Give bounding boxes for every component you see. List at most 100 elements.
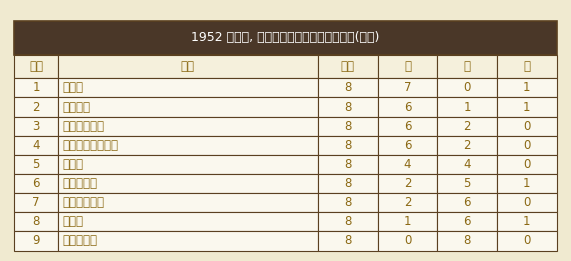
Bar xyxy=(318,212,378,232)
Text: 1: 1 xyxy=(523,81,530,94)
Bar xyxy=(14,55,58,78)
Bar xyxy=(378,193,437,212)
Bar xyxy=(378,78,437,97)
Text: 8: 8 xyxy=(344,158,352,171)
Bar xyxy=(58,117,318,136)
Text: 0: 0 xyxy=(523,196,530,209)
Bar xyxy=(14,21,557,55)
Text: 0: 0 xyxy=(523,120,530,133)
Bar xyxy=(58,78,318,97)
Text: 0: 0 xyxy=(523,139,530,152)
Bar xyxy=(378,136,437,155)
Bar xyxy=(497,193,557,212)
Bar xyxy=(58,174,318,193)
Bar xyxy=(14,174,58,193)
Bar xyxy=(58,55,318,78)
Bar xyxy=(378,97,437,117)
Text: 7: 7 xyxy=(404,81,411,94)
Text: 2: 2 xyxy=(404,196,411,209)
Bar xyxy=(318,174,378,193)
Text: 2: 2 xyxy=(404,177,411,190)
Bar xyxy=(437,212,497,232)
Bar xyxy=(378,55,437,78)
Bar xyxy=(318,97,378,117)
Text: 分: 分 xyxy=(464,60,471,73)
Bar xyxy=(378,212,437,232)
Text: 4: 4 xyxy=(464,158,471,171)
Bar xyxy=(58,155,318,174)
Text: 8: 8 xyxy=(344,100,352,114)
Bar xyxy=(437,55,497,78)
Text: 8: 8 xyxy=(464,234,471,247)
Text: ポーランド: ポーランド xyxy=(62,177,97,190)
Bar xyxy=(318,55,378,78)
Bar xyxy=(14,232,58,251)
Text: チェコスロバキア: チェコスロバキア xyxy=(62,139,118,152)
Bar xyxy=(437,136,497,155)
Text: フィンランド: フィンランド xyxy=(62,196,104,209)
Text: 0: 0 xyxy=(464,81,471,94)
Bar xyxy=(318,232,378,251)
Text: 6: 6 xyxy=(404,120,411,133)
Text: 1: 1 xyxy=(464,100,471,114)
Bar xyxy=(58,193,318,212)
Bar xyxy=(497,174,557,193)
Bar xyxy=(497,212,557,232)
Bar xyxy=(58,136,318,155)
Bar xyxy=(14,97,58,117)
Text: 0: 0 xyxy=(523,158,530,171)
Bar xyxy=(497,97,557,117)
Text: 6: 6 xyxy=(464,215,471,228)
Text: 6: 6 xyxy=(404,100,411,114)
Text: 2: 2 xyxy=(464,120,471,133)
Text: 試合: 試合 xyxy=(341,60,355,73)
Bar xyxy=(318,155,378,174)
Bar xyxy=(14,78,58,97)
Text: スウェーデン: スウェーデン xyxy=(62,120,104,133)
Text: 4: 4 xyxy=(404,158,411,171)
Text: アメリカ: アメリカ xyxy=(62,100,90,114)
Text: 7: 7 xyxy=(32,196,40,209)
Text: 4: 4 xyxy=(32,139,40,152)
Text: 1: 1 xyxy=(523,215,530,228)
Text: 2: 2 xyxy=(464,139,471,152)
Bar xyxy=(14,155,58,174)
Text: カナダ: カナダ xyxy=(62,81,83,94)
Bar xyxy=(14,136,58,155)
Text: 6: 6 xyxy=(464,196,471,209)
Bar xyxy=(318,78,378,97)
Bar xyxy=(378,174,437,193)
Text: 1: 1 xyxy=(523,100,530,114)
Text: 8: 8 xyxy=(33,215,39,228)
Bar xyxy=(437,78,497,97)
Text: 勝: 勝 xyxy=(404,60,411,73)
Text: 敗: 敗 xyxy=(524,60,530,73)
Bar xyxy=(497,136,557,155)
Text: 1: 1 xyxy=(32,81,40,94)
Text: 6: 6 xyxy=(32,177,40,190)
Bar xyxy=(58,212,318,232)
Bar xyxy=(378,232,437,251)
Text: 0: 0 xyxy=(404,234,411,247)
Text: 1: 1 xyxy=(523,177,530,190)
Text: ドイツ: ドイツ xyxy=(62,215,83,228)
Bar xyxy=(497,78,557,97)
Text: 8: 8 xyxy=(344,234,352,247)
Text: 順位: 順位 xyxy=(29,60,43,73)
Text: 8: 8 xyxy=(344,120,352,133)
Bar xyxy=(437,97,497,117)
Bar xyxy=(437,117,497,136)
Text: ノルウェー: ノルウェー xyxy=(62,234,97,247)
Text: 国名: 国名 xyxy=(181,60,195,73)
Text: 3: 3 xyxy=(33,120,39,133)
Bar xyxy=(14,193,58,212)
Bar xyxy=(497,55,557,78)
Text: スイス: スイス xyxy=(62,158,83,171)
Bar xyxy=(14,212,58,232)
Bar xyxy=(318,136,378,155)
Text: 8: 8 xyxy=(344,81,352,94)
Bar xyxy=(437,155,497,174)
Bar xyxy=(58,232,318,251)
Text: 8: 8 xyxy=(344,196,352,209)
Text: 8: 8 xyxy=(344,139,352,152)
